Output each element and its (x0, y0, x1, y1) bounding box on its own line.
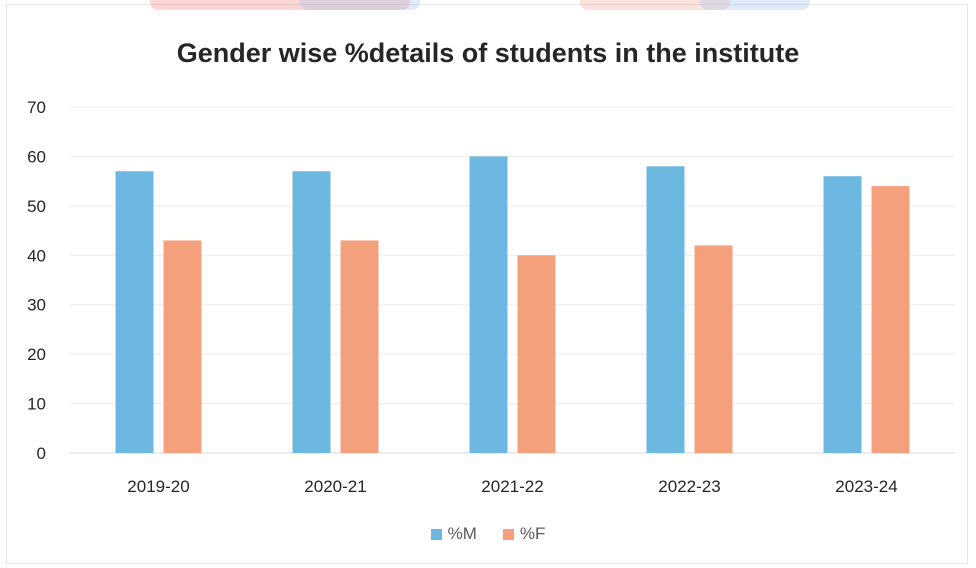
legend-label-f: %F (519, 524, 546, 543)
chart-title: Gender wise %details of students in the … (176, 38, 800, 68)
chart-legend: %M %F (0, 524, 976, 544)
y-tick-label-50: 50 (27, 197, 46, 216)
bar-f-2019-20 (163, 240, 202, 453)
bar-f-2020-21 (340, 240, 379, 453)
bar-m-2021-22 (469, 156, 508, 453)
bar-f-2022-23 (694, 245, 733, 453)
bar-m-2020-21 (292, 171, 331, 453)
y-tick-label-40: 40 (27, 246, 46, 265)
y-tick-label-0: 0 (37, 444, 46, 463)
x-tick-label-2022-23: 2022-23 (658, 477, 720, 496)
decorative-stripe-blue (300, 0, 420, 10)
decorative-stripe-blue-2 (700, 0, 810, 10)
y-tick-label-30: 30 (27, 296, 46, 315)
bar-m-2019-20 (115, 171, 154, 453)
x-tick-label-2020-21: 2020-21 (304, 477, 366, 496)
y-tick-label-20: 20 (27, 345, 46, 364)
y-tick-label-60: 60 (27, 147, 46, 166)
decorative-stripe-red-2 (580, 0, 730, 10)
bar-m-2022-23 (646, 166, 685, 454)
x-tick-label-2021-22: 2021-22 (481, 477, 543, 496)
bar-m-2023-24 (823, 176, 862, 453)
legend-label-m: %M (447, 524, 477, 543)
y-tick-label-10: 10 (27, 395, 46, 414)
legend-swatch-f (502, 528, 514, 540)
y-tick-label-70: 70 (27, 98, 46, 117)
decorative-stripe-red (150, 0, 410, 10)
legend-item-f: %F (502, 524, 546, 544)
legend-swatch-m (430, 528, 442, 540)
x-tick-label-2023-24: 2023-24 (835, 477, 897, 496)
bar-f-2021-22 (517, 255, 556, 453)
legend-item-m: %M (430, 524, 477, 544)
x-tick-label-2019-20: 2019-20 (127, 477, 189, 496)
bar-f-2023-24 (871, 186, 910, 454)
